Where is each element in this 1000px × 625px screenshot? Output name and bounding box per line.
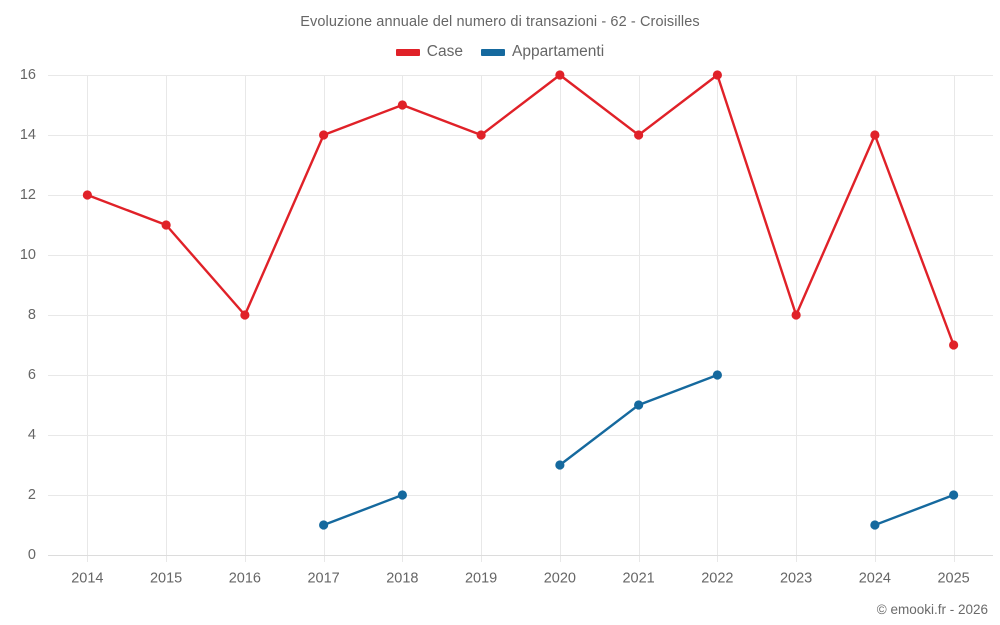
data-point[interactable]: Case 2019: 14 <box>476 130 486 140</box>
data-point[interactable]: Case 2017: 14 <box>319 130 329 140</box>
y-axis-tick-label: 14 <box>20 127 36 143</box>
data-point[interactable]: Case 2015: 11 <box>161 220 171 230</box>
x-axis-tick-label: 2015 <box>150 571 182 587</box>
x-axis-tick-label: 2023 <box>780 571 812 587</box>
chart-legend: Case Appartamenti <box>0 43 1000 61</box>
legend-label-case: Case <box>426 43 463 60</box>
x-axis-tick-labels: 2014 2015 2016 2017 2018 2019 2020 2021 2022 2023… <box>71 571 970 587</box>
y-axis-tick-label: 2 <box>28 487 36 503</box>
data-point[interactable]: Appartamenti 2022: 6 <box>712 370 722 380</box>
y-axis-tick-label: 4 <box>28 427 36 443</box>
chart-title: Evoluzione annuale del numero di transaz… <box>300 14 700 30</box>
y-axis-tick-label: 6 <box>28 367 36 383</box>
data-point[interactable]: Case 2021: 14 <box>634 130 644 140</box>
data-point[interactable]: Case 2022: 16 <box>712 70 722 80</box>
data-point[interactable]: Appartamenti 2018: 2 <box>397 490 407 500</box>
data-point[interactable]: Appartamenti 2021: 5 <box>634 400 644 410</box>
x-axis-tick-label: 2025 <box>937 571 969 587</box>
y-axis-tick-labels: 0 2 4 6 8 10 12 14 16 <box>20 67 36 563</box>
x-axis-tick-label: 2014 <box>71 571 103 587</box>
x-axis-tick-label: 2020 <box>544 571 576 587</box>
x-axis-tick-label: 2022 <box>701 571 733 587</box>
data-point[interactable]: Case 2025: 7 <box>949 340 959 350</box>
legend-item-case[interactable]: Case <box>395 43 463 61</box>
footer-copyright: © emooki.fr - 2026 <box>876 602 988 617</box>
y-axis-tick-label: 0 <box>28 547 36 563</box>
data-point[interactable]: Case 2020: 16 <box>555 70 565 80</box>
x-axis-tick-label: 2018 <box>386 571 418 587</box>
y-axis-tick-label: 16 <box>20 67 36 83</box>
grid-layer <box>48 75 993 562</box>
data-point[interactable]: Appartamenti 2017: 1 <box>319 520 329 530</box>
data-point[interactable]: Case 2023: 8 <box>791 310 801 320</box>
x-axis-tick-label: 2021 <box>622 571 654 587</box>
y-axis-tick-label: 10 <box>20 247 36 263</box>
y-axis-tick-label: 12 <box>20 187 36 203</box>
legend-label-appartamenti: Appartamenti <box>511 43 605 60</box>
data-point[interactable]: Case 2016: 8 <box>240 310 250 320</box>
legend-swatch-case <box>395 48 420 56</box>
data-point[interactable]: Appartamenti 2025: 2 <box>949 490 959 500</box>
x-axis-tick-label: 2017 <box>307 571 339 587</box>
data-point[interactable]: Appartamenti 2020: 3 <box>555 460 565 470</box>
x-axis-tick-label: 2016 <box>229 571 261 587</box>
series-layer: Case 2014: 12 Case 2015: 11 Case 2016: 8 Ca… <box>82 70 959 530</box>
series-appartamenti: Appartamenti 2017: 1 Appartamenti 2018: 2… <box>319 370 959 530</box>
legend-swatch-appartamenti <box>480 48 505 56</box>
data-point[interactable]: Appartamenti 2024: 1 <box>870 520 880 530</box>
x-axis-tick-label: 2019 <box>465 571 497 587</box>
x-axis-tick-label: 2024 <box>859 571 891 587</box>
data-point[interactable]: Case 2014: 12 <box>82 190 92 200</box>
series-case: Case 2014: 12 Case 2015: 11 Case 2016: 8 Ca… <box>82 70 959 350</box>
data-point[interactable]: Case 2018: 15 <box>397 100 407 110</box>
legend-item-appartamenti[interactable]: Appartamenti <box>480 43 605 61</box>
data-point[interactable]: Case 2024: 14 <box>870 130 880 140</box>
y-axis-tick-label: 8 <box>28 307 36 323</box>
